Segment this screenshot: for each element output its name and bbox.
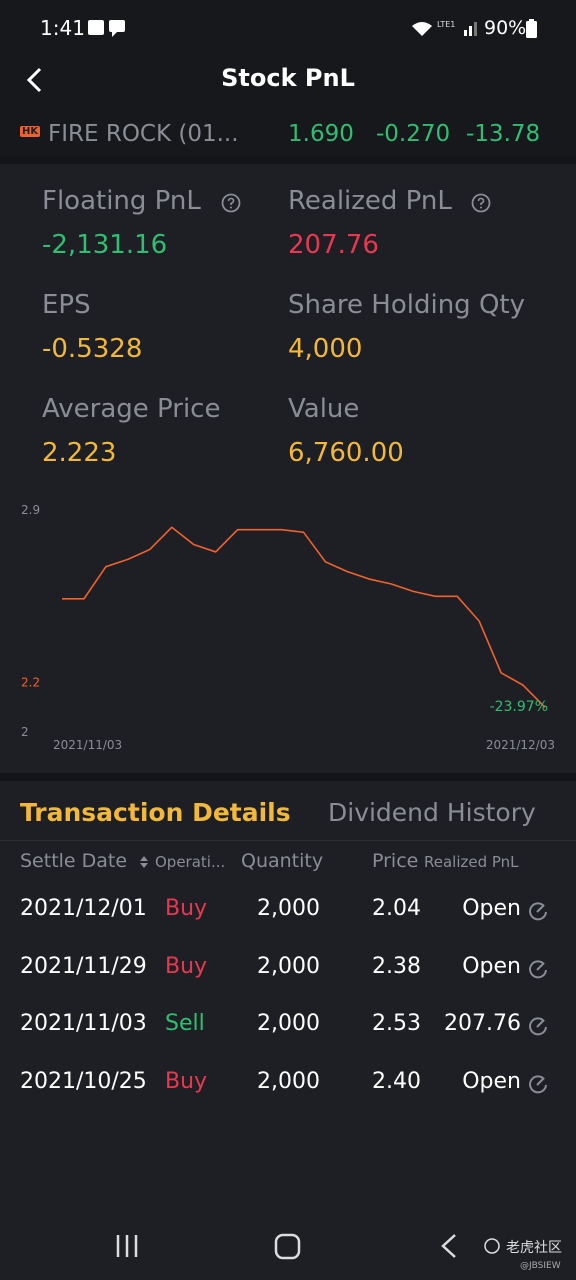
column-header: Settle Date (20, 850, 128, 872)
metric-label: EPS (42, 290, 91, 320)
detail-icon[interactable] (527, 958, 549, 980)
settle-date: 2021/11/29 (20, 953, 147, 979)
nav-bar (116, 1233, 500, 1260)
settle-date: 2021/12/01 (20, 896, 147, 921)
stock-change-pct: -13.78 (466, 121, 541, 147)
market-badge: HK (20, 126, 41, 137)
settle-date: 2021/10/25 (20, 1068, 147, 1094)
y-tick-label: 2.9 (21, 503, 40, 517)
detail-icon[interactable] (527, 900, 549, 922)
price: 2.53 (372, 1011, 421, 1036)
watermark-user: @JBSIEW (520, 1261, 561, 1271)
metric-value: -2,131.16 (42, 230, 168, 260)
x-tick-label: 2021/11/03 (53, 738, 122, 752)
operation: Buy (165, 896, 208, 921)
metric-label: Floating PnL (42, 186, 201, 216)
tab[interactable]: Transaction Details (20, 798, 291, 827)
divider (0, 840, 576, 841)
operation: Buy (165, 1068, 208, 1094)
operation: Sell (165, 1011, 205, 1036)
metric-value: 4,000 (288, 334, 363, 364)
battery-icon (526, 19, 537, 38)
stock-price: 1.690 (288, 121, 354, 147)
realized-pnl: Open (462, 953, 521, 979)
status-icons (88, 20, 125, 37)
metric-value: 2.223 (42, 438, 117, 468)
help-icon[interactable] (220, 192, 242, 214)
metric-label: Share Holding Qty (288, 290, 525, 320)
realized-pnl: Open (462, 896, 521, 921)
quantity: 2,000 (257, 953, 320, 979)
help-icon[interactable] (470, 192, 492, 214)
column-header: Operati... (155, 853, 226, 871)
detail-icon[interactable] (527, 1073, 549, 1095)
operation: Buy (165, 953, 208, 979)
sort-icon[interactable] (139, 854, 149, 870)
separator (0, 773, 576, 781)
metric-value: 6,760.00 (288, 438, 404, 468)
realized-pnl: 207.76 (444, 1011, 521, 1036)
column-header: Price (372, 850, 419, 872)
metric-value: -0.5328 (42, 334, 143, 364)
price-line (62, 526, 546, 708)
price: 2.04 (372, 896, 421, 921)
status-time: 1:41 (40, 16, 85, 40)
separator (0, 156, 576, 164)
status-battery: 90% (484, 17, 527, 39)
quantity: 2,000 (257, 1068, 320, 1094)
quantity: 2,000 (257, 1011, 320, 1036)
stock-change: -0.270 (376, 121, 451, 147)
watermark-brand: 老虎社区 (506, 1240, 562, 1256)
y-tick-label: 2.2 (21, 676, 40, 690)
back-button[interactable] (24, 66, 46, 94)
tab[interactable]: Dividend History (328, 798, 536, 827)
stock-name[interactable]: FIRE ROCK (01... (48, 121, 239, 147)
column-header: Quantity (241, 850, 324, 872)
detail-icon[interactable] (527, 1015, 549, 1037)
price: 2.40 (372, 1068, 421, 1094)
metric-label: Average Price (42, 394, 221, 424)
settle-date: 2021/11/03 (20, 1011, 147, 1036)
metric-value: 207.76 (288, 230, 379, 260)
column-header: Realized PnL (424, 853, 519, 871)
metric-label: Value (288, 394, 360, 424)
status-network: LTE1 (437, 20, 456, 29)
price: 2.38 (372, 953, 421, 979)
page-title: Stock PnL (221, 64, 355, 92)
chart: 2 2.2 2.9 2021/11/03 2021/12/03 -23.97% (21, 503, 555, 752)
quantity: 2,000 (257, 896, 320, 921)
realized-pnl: Open (462, 1068, 521, 1094)
metric-label: Realized PnL (288, 186, 452, 216)
x-tick-label: 2021/12/03 (486, 738, 555, 752)
chart-annotation: -23.97% (490, 699, 548, 715)
y-tick-label: 2 (21, 725, 29, 739)
signal-icons (412, 22, 477, 36)
